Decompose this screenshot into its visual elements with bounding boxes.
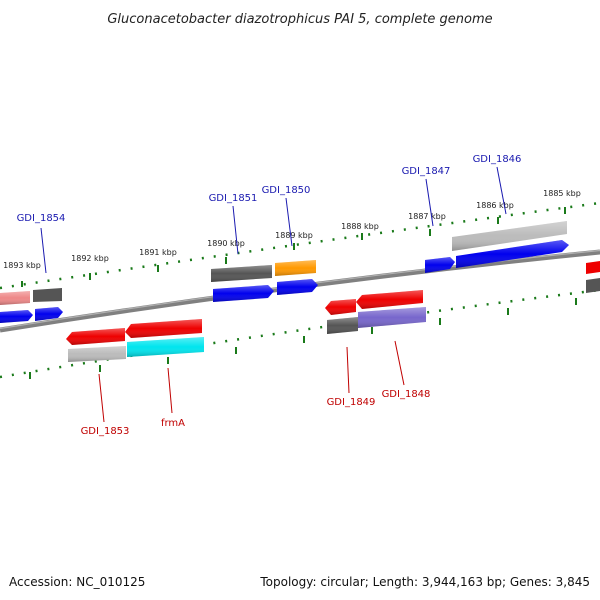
leader-line (496, 166, 507, 215)
leader-line (232, 205, 239, 255)
gene-segment-shade (68, 346, 126, 362)
gene-segment-shade (127, 337, 204, 357)
forward-leader-lines (40, 166, 507, 274)
reverse-gene-labels: GDI_1853 frmA GDI_1849 GDI_1848 (81, 389, 431, 437)
gene-segment-shade (358, 307, 426, 328)
accession-text: Accession: NC_010125 (9, 575, 145, 589)
gene-label[interactable]: GDI_1851 (209, 193, 258, 204)
gene-label[interactable]: GDI_1846 (473, 154, 522, 165)
tick-label: 1890 kbp (207, 239, 245, 248)
forward-gene-labels: GDI_1854 GDI_1851 GDI_1850 GDI_1847 GDI_… (17, 154, 522, 224)
ruler-major-ticks (21, 207, 577, 379)
gene-segment[interactable] (33, 288, 62, 302)
tick-label: 1886 kbp (476, 201, 514, 210)
leader-line (394, 340, 405, 386)
reverse-leader-lines (98, 340, 405, 423)
leader-line (167, 367, 173, 414)
top-ruler (0, 201, 600, 290)
bottom-ruler (0, 288, 600, 379)
gene-segment[interactable] (586, 261, 600, 274)
leader-line (425, 178, 434, 227)
gene-label[interactable]: GDI_1853 (81, 426, 130, 437)
gene-label[interactable]: frmA (161, 418, 185, 429)
leader-line (285, 197, 293, 247)
cds-shade (356, 290, 423, 309)
cds-shade (325, 299, 356, 315)
gene-label[interactable]: GDI_1847 (402, 166, 451, 177)
gene-label[interactable]: GDI_1848 (382, 389, 431, 400)
genome-summary-text: Topology: circular; Length: 3,944,163 bp… (259, 575, 590, 589)
tick-label: 1885 kbp (543, 189, 581, 198)
map-title: Gluconacetobacter diazotrophicus PAI 5, … (107, 12, 492, 27)
gene-segment-shade (211, 265, 272, 282)
tick-label: 1887 kbp (408, 212, 446, 221)
tick-label: 1889 kbp (275, 231, 313, 240)
tick-label: 1888 kbp (341, 222, 379, 231)
leader-line (40, 227, 47, 274)
gene-segment-shade (452, 221, 567, 251)
gene-label[interactable]: GDI_1850 (262, 185, 311, 196)
cds-shade (213, 285, 274, 302)
tick-label: 1892 kbp (71, 254, 109, 263)
cds-shade (456, 240, 569, 268)
gene-label[interactable]: GDI_1854 (17, 213, 66, 224)
cds-shade (125, 319, 202, 338)
gene-label[interactable]: GDI_1849 (327, 397, 376, 408)
ruler-tick-labels: 1893 kbp 1892 kbp 1891 kbp 1890 kbp 1889… (3, 189, 581, 270)
gene-segment-shade (275, 260, 316, 276)
cds-shade (277, 279, 318, 295)
cds-shade (425, 257, 455, 273)
cds-shade (35, 307, 63, 321)
gene-segment-shade (327, 317, 358, 334)
gene-segment-shade (0, 291, 30, 305)
cds-shade (0, 310, 33, 323)
leader-line (98, 373, 105, 423)
gene-segment[interactable] (586, 278, 600, 293)
tick-label: 1891 kbp (139, 248, 177, 257)
tick-label: 1893 kbp (3, 261, 41, 270)
leader-line (346, 346, 350, 394)
cds-shade (66, 328, 125, 345)
